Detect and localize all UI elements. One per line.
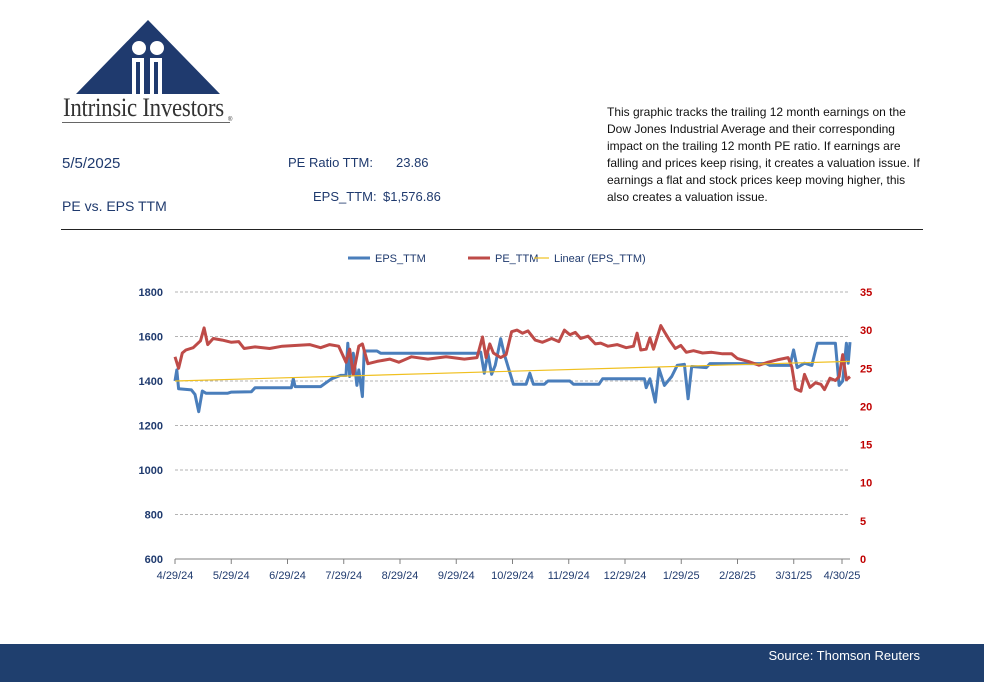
y-left-tick-label: 800 — [145, 510, 163, 522]
y-left-tick-label: 1600 — [139, 332, 163, 344]
x-tick-label: 6/29/24 — [269, 570, 306, 582]
y-left-tick-label: 600 — [145, 554, 163, 566]
x-tick-label: 11/29/24 — [548, 570, 590, 582]
chart-description: This graphic tracks the trailing 12 mont… — [607, 105, 920, 204]
report-date: 5/5/2025 — [62, 155, 121, 172]
y-left-tick-label: 1400 — [139, 376, 163, 388]
x-tick-label: 7/29/24 — [325, 570, 362, 582]
chart-legend: EPS_TTM PE_TTM Linear (EPS_TTM) — [348, 253, 646, 265]
y-right-tick-label: 20 — [860, 401, 872, 413]
y-right-tick-label: 5 — [860, 516, 866, 528]
x-tick-label: 12/29/24 — [604, 570, 647, 582]
x-tick-label: 3/31/25 — [775, 570, 812, 582]
pe-eps-chart: EPS_TTM PE_TTM Linear (EPS_TTM) 600 800 1000… — [139, 253, 873, 582]
y-right-tick-label: 0 — [860, 554, 866, 566]
source-note: Source: Thomson Reuters — [768, 648, 921, 663]
footer-bar: Source: Thomson Reuters — [0, 644, 984, 682]
logo-trademark: ® — [228, 117, 233, 123]
header-divider — [61, 229, 923, 230]
y-right-tick-label: 25 — [860, 363, 872, 375]
eps-value: $1,576.86 — [383, 189, 441, 204]
chart-grid — [175, 291, 850, 515]
x-tick-label: 4/29/24 — [157, 570, 194, 582]
logo-underline — [62, 122, 230, 123]
intrinsic-investors-logo — [76, 20, 220, 94]
legend-label: EPS_TTM — [375, 253, 426, 265]
x-tick-label: 1/29/25 — [663, 570, 700, 582]
pe-ttm-line — [173, 324, 851, 393]
logo-wordmark: Intrinsic Investors — [63, 93, 224, 122]
y-left-tick-label: 1200 — [139, 421, 163, 433]
eps-label: EPS_TTM: — [313, 189, 377, 204]
y-right-tick-label: 30 — [860, 325, 872, 337]
y-left-tick-label: 1000 — [139, 465, 163, 477]
eps-ttm-line — [173, 337, 852, 414]
x-tick-label: 8/29/24 — [382, 570, 419, 582]
x-tick-label: 2/28/25 — [719, 570, 756, 582]
x-tick-label: 9/29/24 — [438, 570, 475, 582]
eps-linear-trendline — [174, 360, 851, 382]
y-left-tick-label: 1800 — [139, 287, 163, 299]
chart-axes: 600 800 1000 1200 1400 1600 1800 0 5 10 15 20 25 30 35… — [139, 287, 873, 582]
report-subtitle: PE vs. EPS TTM — [62, 198, 167, 214]
x-tick-label: 10/29/24 — [491, 570, 534, 582]
legend-label: Linear (EPS_TTM) — [554, 253, 646, 265]
chart-series — [173, 324, 852, 414]
x-tick-label: 5/29/24 — [213, 570, 250, 582]
pe-ratio-value: 23.86 — [396, 155, 429, 170]
pe-ratio-label: PE Ratio TTM: — [288, 155, 374, 170]
legend-label: PE_TTM — [495, 253, 538, 265]
x-tick-label: 4/30/25 — [824, 570, 861, 582]
y-right-tick-label: 10 — [860, 478, 872, 490]
y-right-tick-label: 35 — [860, 287, 872, 299]
y-right-tick-label: 15 — [860, 440, 872, 452]
